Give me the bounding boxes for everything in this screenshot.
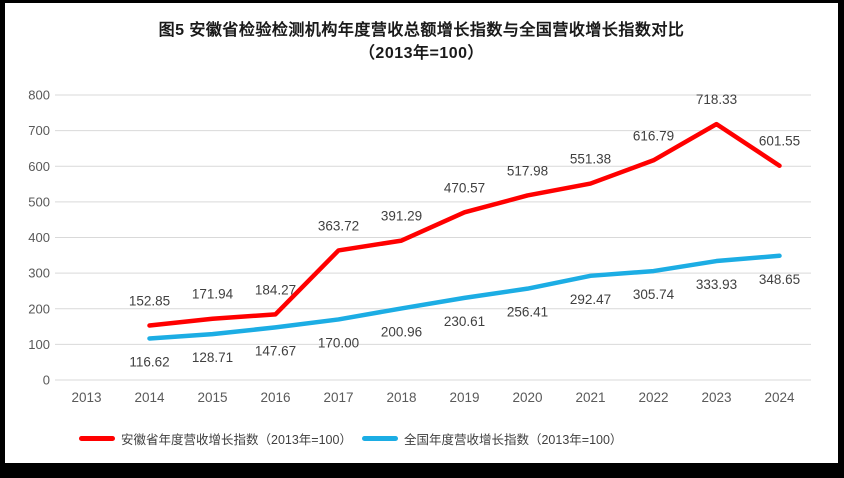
y-tick-label: 100 — [28, 337, 50, 352]
y-tick-label: 800 — [28, 88, 50, 103]
x-tick-label: 2014 — [134, 390, 165, 405]
data-label: 256.41 — [507, 305, 548, 320]
chart-canvas: 图5 安徽省检验检测机构年度营收总额增长指数与全国营收增长指数对比 （2013年… — [5, 3, 838, 463]
data-label: 517.98 — [507, 163, 548, 178]
data-label: 152.85 — [129, 294, 170, 309]
legend-item-national: 全国年度营收增长指数（2013年=100） — [361, 429, 623, 448]
data-label: 348.65 — [759, 272, 800, 287]
data-label: 292.47 — [570, 292, 611, 307]
data-label: 363.72 — [318, 218, 359, 233]
x-tick-label: 2020 — [512, 390, 542, 405]
y-tick-label: 700 — [28, 123, 50, 138]
legend-label-national: 全国年度营收增长指数（2013年=100） — [403, 433, 623, 447]
data-label: 551.38 — [570, 152, 611, 167]
data-label: 128.71 — [192, 350, 233, 365]
line-chart-plot: 0 100 200 300 400 500 600 700 800 2013 2014 2015 201… — [28, 88, 811, 405]
anhui-line-swatch — [79, 436, 115, 441]
y-tick-label: 200 — [28, 301, 50, 316]
series-line-0 — [147, 121, 782, 328]
x-tick-label: 2017 — [323, 390, 353, 405]
data-label: 230.61 — [444, 314, 485, 329]
x-tick-label: 2013 — [71, 390, 101, 405]
y-tick-label: 400 — [28, 230, 50, 245]
x-tick-label: 2022 — [638, 390, 668, 405]
data-label: 184.27 — [255, 282, 296, 297]
legend-label-anhui: 安徽省年度营收增长指数（2013年=100） — [121, 433, 352, 447]
data-label: 333.93 — [696, 277, 737, 292]
national-line-swatch — [361, 436, 398, 441]
chart-title-line2: （2013年=100） — [358, 45, 485, 62]
x-tick-label: 2021 — [575, 390, 605, 405]
data-label: 200.96 — [381, 324, 422, 339]
data-label: 391.29 — [381, 209, 422, 224]
data-label: 718.33 — [696, 92, 737, 107]
data-label: 601.55 — [759, 134, 800, 149]
data-label: 171.94 — [192, 287, 234, 302]
y-tick-label: 300 — [28, 266, 50, 281]
y-tick-label: 500 — [28, 194, 50, 209]
x-tick-label: 2016 — [260, 390, 290, 405]
x-tick-label: 2018 — [386, 390, 416, 405]
y-tick-label: 600 — [28, 159, 50, 174]
data-label: 616.79 — [633, 128, 674, 143]
data-label: 170.00 — [318, 335, 359, 350]
legend-item-anhui: 安徽省年度营收增长指数（2013年=100） — [79, 429, 352, 448]
x-tick-label: 2023 — [701, 390, 731, 405]
data-label: 305.74 — [633, 287, 675, 302]
data-label: 116.62 — [129, 354, 169, 369]
chart-legend: 安徽省年度营收增长指数（2013年=100） 全国年度营收增长指数（2013年=… — [79, 429, 622, 448]
chart-title: 图5 安徽省检验检测机构年度营收总额增长指数与全国营收增长指数对比 （2013年… — [5, 19, 838, 65]
x-tick-label: 2019 — [449, 390, 479, 405]
data-label: 147.67 — [255, 343, 296, 358]
series-line-1 — [147, 253, 782, 341]
chart-title-line1: 图5 安徽省检验检测机构年度营收总额增长指数与全国营收增长指数对比 — [158, 22, 685, 39]
data-label: 470.57 — [444, 180, 485, 195]
y-tick-label: 0 — [43, 373, 50, 388]
x-tick-label: 2015 — [197, 390, 227, 405]
x-tick-label: 2024 — [764, 390, 795, 405]
